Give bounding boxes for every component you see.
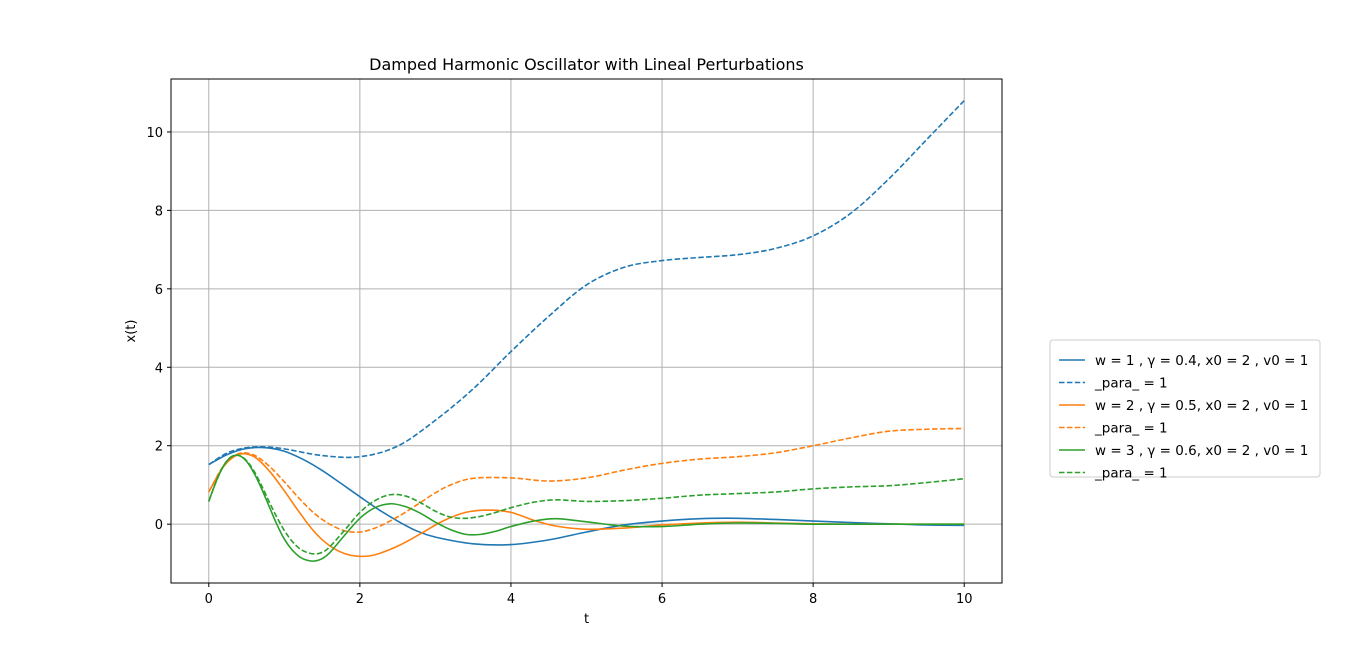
series-line-3-solid (208, 452, 965, 558)
series-line-2-dashed (208, 100, 965, 466)
y-tick-label: 6 (155, 283, 163, 298)
x-tick-label: 8 (809, 592, 817, 607)
y-tick-label: 2 (155, 440, 163, 455)
x-tick-label: 0 (205, 592, 213, 607)
grid-lines (171, 79, 1002, 583)
legend-label: w = 1 , γ = 0.4, x0 = 2 , v0 = 1 (1095, 353, 1308, 369)
y-tick-label: 0 (155, 518, 163, 533)
series-line-5-solid (208, 454, 965, 562)
chart-title: Damped Harmonic Oscillator with Lineal P… (369, 55, 804, 74)
series-line-1-solid (208, 446, 965, 546)
legend-label: w = 2 , γ = 0.5, x0 = 2 , v0 = 1 (1095, 398, 1308, 414)
legend-label: w = 3 , γ = 0.6, x0 = 2 , v0 = 1 (1095, 443, 1308, 459)
plot-lines (208, 100, 965, 562)
legend-label: _para_ = 1 (1094, 466, 1168, 482)
series-line-6-dashed (208, 454, 965, 555)
x-tick-label: 2 (356, 592, 364, 607)
y-tick-label: 4 (155, 361, 163, 376)
axes-frame (170, 78, 1003, 584)
legend-label: _para_ = 1 (1094, 421, 1168, 437)
legend-label: _para_ = 1 (1094, 376, 1168, 392)
legend-box (1049, 339, 1321, 478)
x-axis-label: t (584, 612, 589, 627)
x-tick-label: 4 (507, 592, 515, 607)
x-tick-label: 10 (956, 592, 973, 607)
legend: w = 1 , γ = 0.4, x0 = 2 , v0 = 1 _para_ =… (1049, 339, 1321, 482)
series-line-4-dashed (208, 427, 965, 534)
y-axis-label: x(t) (124, 320, 139, 343)
x-tick-label: 6 (658, 592, 666, 607)
y-tick-label: 10 (146, 126, 163, 141)
axis-ticks: 0 2 4 6 8 10 0 2 4 6 8 10 (146, 126, 972, 607)
y-tick-label: 8 (155, 204, 163, 219)
